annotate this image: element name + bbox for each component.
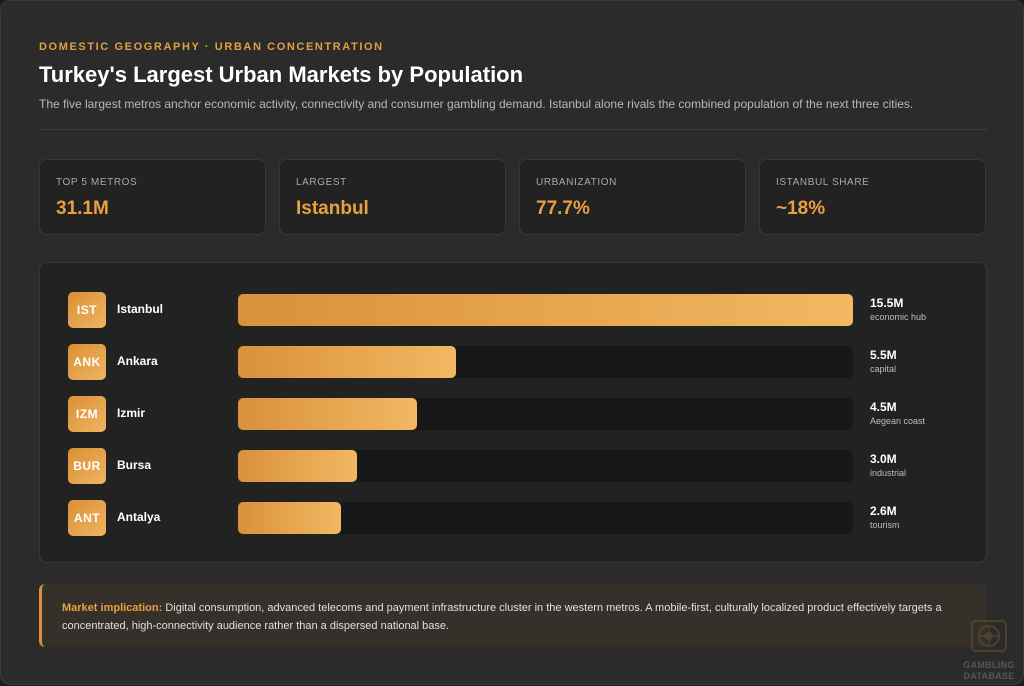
bar-row-istanbul: IST Istanbul 15.5M economic hub (40, 292, 988, 328)
stat-card-istanbul-share: ISTANBUL SHARE ~18% (759, 159, 986, 235)
bar (238, 346, 457, 378)
city-code-badge: BUR (68, 448, 106, 484)
bar-row-antalya: ANT Antalya 2.6M tourism (40, 500, 988, 536)
section-eyebrow: DOMESTIC GEOGRAPHY · URBAN CONCENTRATION (39, 41, 384, 53)
bar-annotation: tourism (870, 520, 900, 530)
bar-track (238, 294, 853, 326)
data-label: 5.5M (870, 348, 897, 362)
city-code-badge: ANK (68, 344, 106, 380)
data-label: 3.0M (870, 452, 897, 466)
roulette-wheel-icon (971, 620, 1007, 652)
market-implication-callout: Market implication: Digital consumption,… (39, 584, 987, 647)
stat-card-largest: LARGEST Istanbul (279, 159, 506, 235)
data-label: 4.5M (870, 400, 897, 414)
stat-label: LARGEST (296, 177, 347, 188)
population-bar-chart: IST Istanbul 15.5M economic hub ANK Ankara 5.5… (39, 262, 987, 563)
bar-annotation: capital (870, 364, 897, 374)
bar-track (238, 398, 853, 430)
category-label: Bursa (117, 458, 152, 472)
category-label: Izmir (117, 406, 146, 420)
bar-annotation: industrial (870, 468, 907, 478)
stat-value: ~18% (776, 198, 826, 219)
bar-annotation: economic hub (870, 312, 927, 322)
bar-track (238, 502, 853, 534)
bar-row-izmir: IZM Izmir 4.5M Aegean coast (40, 396, 988, 432)
stat-value: Istanbul (296, 198, 369, 219)
watermark-line1: GAMBLING (963, 660, 1015, 670)
city-code-badge: ANT (68, 500, 106, 536)
city-code-badge: IST (68, 292, 106, 328)
stat-card-urbanization: URBANIZATION 77.7% (519, 159, 746, 235)
watermark-line2: DATABASE (963, 671, 1015, 681)
gambling-database-watermark: GAMBLING DATABASE (953, 618, 1024, 686)
bar-row-bursa: BUR Bursa 3.0M industrial (40, 448, 988, 484)
bar-track (238, 346, 853, 378)
bar (238, 294, 853, 326)
bar (238, 450, 358, 482)
category-label: Antalya (117, 510, 161, 524)
page-subtitle: The five largest metros anchor economic … (39, 97, 914, 111)
page-title: Turkey's Largest Urban Markets by Popula… (39, 62, 524, 87)
callout-text: Market implication: Digital consumption,… (62, 599, 972, 635)
city-code-badge: IZM (68, 396, 106, 432)
bar (238, 502, 342, 534)
stat-value: 77.7% (536, 198, 590, 219)
header-divider (39, 129, 987, 130)
data-label: 15.5M (870, 296, 904, 310)
bar-track (238, 450, 853, 482)
data-label: 2.6M (870, 504, 897, 518)
bar (238, 398, 417, 430)
callout-body: Digital consumption, advanced telecoms a… (62, 602, 942, 632)
category-label: Istanbul (117, 302, 164, 316)
stat-label: TOP 5 METROS (56, 177, 138, 188)
bar-row-ankara: ANK Ankara 5.5M capital (40, 344, 988, 380)
stat-card-top5: TOP 5 METROS 31.1M (39, 159, 266, 235)
watermark-text: GAMBLING DATABASE (953, 660, 1024, 682)
stat-value: 31.1M (56, 198, 109, 219)
stat-label: ISTANBUL SHARE (776, 177, 870, 188)
callout-lead: Market implication: (62, 602, 163, 614)
bar-annotation: Aegean coast (870, 416, 926, 426)
category-label: Ankara (117, 354, 158, 368)
stat-label: URBANIZATION (536, 177, 617, 188)
